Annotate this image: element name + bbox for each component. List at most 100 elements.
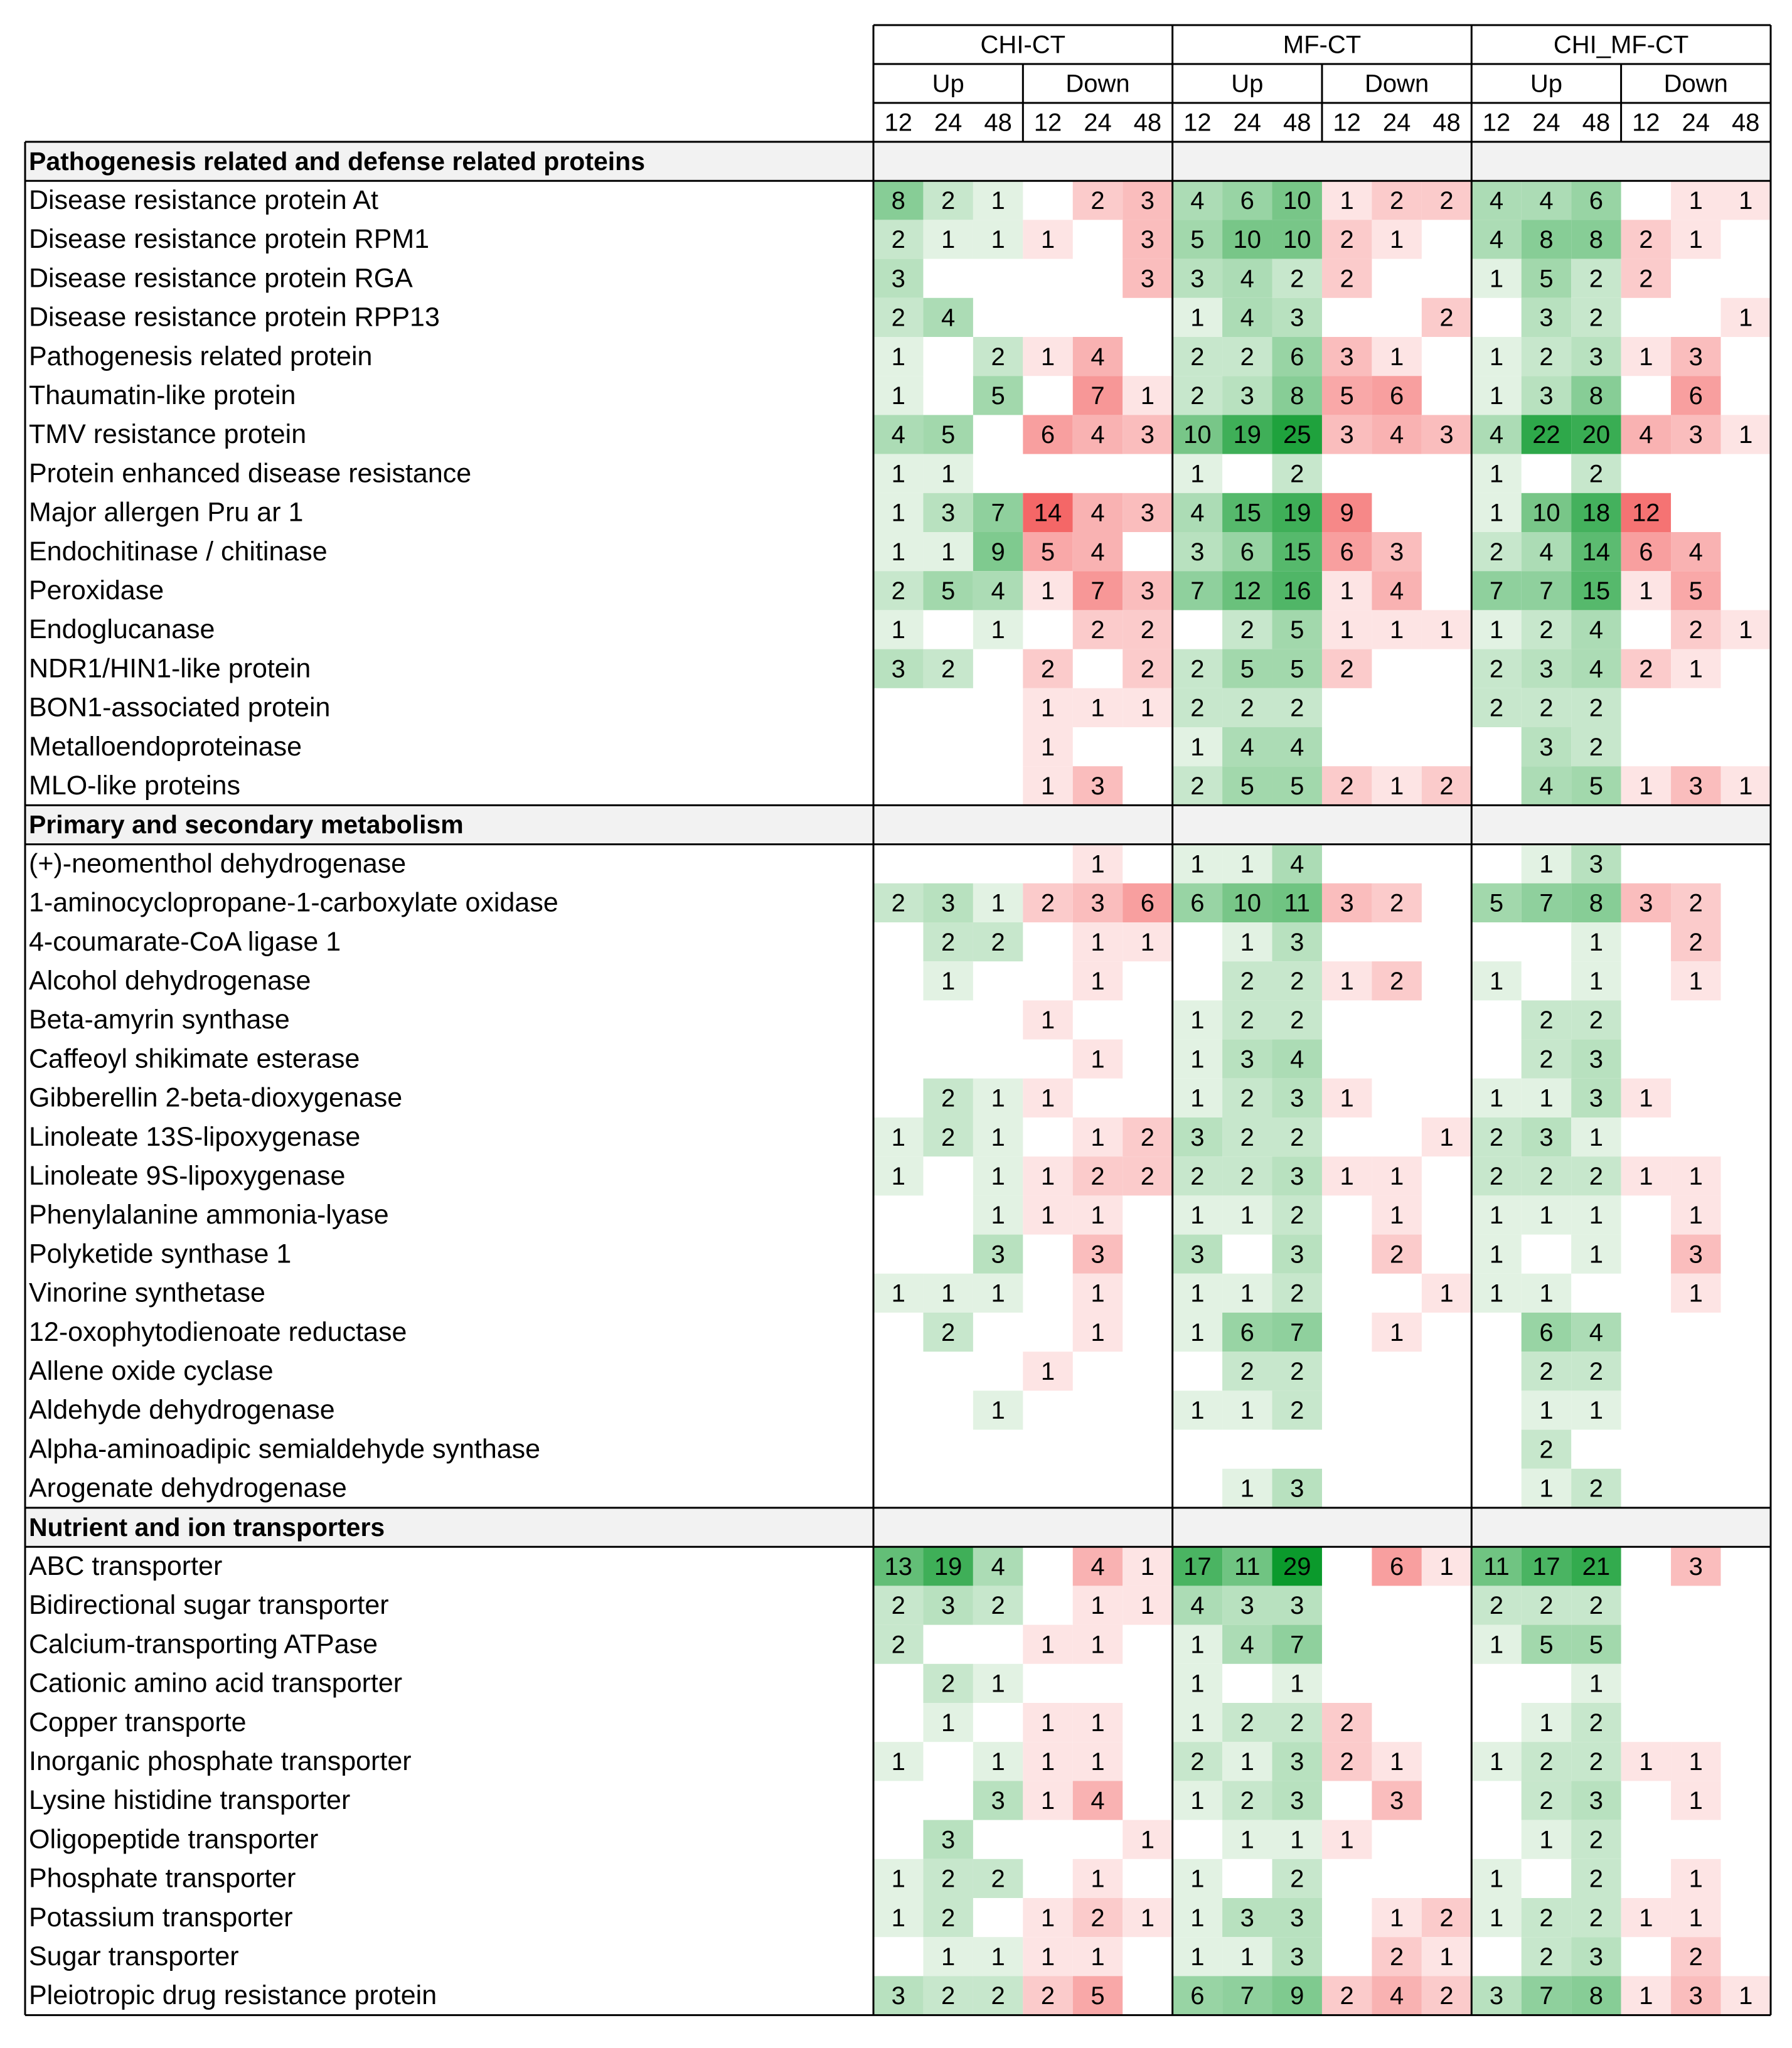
- heat-cell: [1471, 961, 1522, 1001]
- cell-value: 2: [941, 929, 955, 956]
- cell-value: 2: [1589, 1904, 1603, 1932]
- cell-value: 1: [1240, 929, 1254, 956]
- heat-cell: [1372, 1937, 1422, 1976]
- cell-value: 3: [1689, 421, 1703, 449]
- heat-cell: [1321, 493, 1372, 532]
- cell-value: 10: [1283, 226, 1311, 253]
- cell-value: 19: [1234, 421, 1262, 449]
- cell-value: 1: [1190, 733, 1204, 761]
- cell-value: 4: [1091, 538, 1104, 566]
- heat-cell: [1671, 532, 1721, 572]
- heat-cell: [1072, 1742, 1123, 1781]
- cell-value: 3: [1141, 187, 1155, 215]
- heat-cell: [1272, 376, 1322, 415]
- heat-cell: [1471, 1586, 1522, 1625]
- row-label: Beta-amyrin synthase: [29, 1005, 290, 1035]
- heat-cell: [873, 376, 924, 415]
- heat-cell: [873, 1586, 924, 1625]
- heat-cell: [1571, 532, 1621, 572]
- heat-cell: [1471, 1742, 1522, 1781]
- heat-cell: [923, 1273, 973, 1313]
- cell-value: 4: [1240, 733, 1254, 761]
- row-label: Phosphate transporter: [29, 1864, 296, 1894]
- heat-cell: [1521, 1586, 1572, 1625]
- cell-value: 4: [1639, 421, 1653, 449]
- cell-value: 2: [1589, 1826, 1603, 1853]
- cell-value: 1: [991, 226, 1005, 253]
- heat-cell: [1072, 1039, 1123, 1079]
- heat-cell: [1372, 220, 1422, 259]
- cell-value: 1: [892, 343, 905, 371]
- cell-value: 2: [1340, 1748, 1354, 1776]
- time-label: 24: [1383, 109, 1411, 137]
- row-label: 4-coumarate-CoA ligase 1: [29, 927, 341, 957]
- heat-cell: [1521, 1000, 1572, 1040]
- cell-value: 1: [892, 460, 905, 488]
- row-label: Alpha-aminoadipic semialdehyde synthase: [29, 1434, 540, 1464]
- heat-cell: [1222, 376, 1272, 415]
- cell-value: 10: [1183, 421, 1212, 449]
- heat-cell: [1222, 1313, 1272, 1352]
- heat-cell: [1571, 1976, 1621, 2015]
- cell-value: 4: [1539, 538, 1553, 566]
- heat-cell: [1471, 1976, 1522, 2015]
- cell-value: 1: [1639, 1982, 1653, 2010]
- heat-cell: [1172, 883, 1223, 922]
- cell-value: 5: [1041, 538, 1055, 566]
- cell-value: 1: [1190, 1904, 1204, 1932]
- heat-cell: [873, 1547, 924, 1586]
- heat-cell: [1222, 220, 1272, 259]
- cell-value: 2: [1689, 929, 1703, 956]
- cell-value: 1: [1739, 304, 1752, 332]
- heat-cell: [1123, 259, 1173, 298]
- heat-cell: [923, 181, 973, 220]
- heat-cell: [1471, 337, 1522, 376]
- direction-label: Up: [932, 70, 964, 98]
- cell-value: 2: [1290, 968, 1304, 995]
- row-label: Pathogenesis related protein: [29, 341, 372, 371]
- cell-value: 1: [991, 1280, 1005, 1308]
- cell-value: 4: [1091, 421, 1104, 449]
- heat-cell: [1222, 1781, 1272, 1820]
- heat-cell: [1671, 766, 1721, 806]
- heat-cell: [1521, 883, 1572, 922]
- heat-cell: [1621, 337, 1672, 376]
- cell-value: 2: [1539, 695, 1553, 722]
- cell-value: 1: [1639, 1748, 1653, 1776]
- cell-value: 10: [1234, 226, 1262, 253]
- cell-value: 2: [892, 1631, 905, 1658]
- heat-cell: [1372, 181, 1422, 220]
- cell-value: 1: [1091, 850, 1104, 878]
- heat-cell: [1072, 610, 1123, 649]
- heat-cell: [1421, 1976, 1472, 2015]
- cell-value: 8: [892, 187, 905, 215]
- cell-value: 1: [1041, 343, 1055, 371]
- cell-value: 1: [1639, 772, 1653, 800]
- heat-cell: [1671, 181, 1721, 220]
- heat-cell: [1272, 493, 1322, 532]
- heat-cell: [873, 1898, 924, 1938]
- heat-cell: [1421, 610, 1472, 649]
- cell-value: 1: [1439, 616, 1453, 644]
- heat-cell: [1372, 1313, 1422, 1352]
- heat-cell: [1172, 532, 1223, 572]
- cell-value: 4: [1091, 499, 1104, 527]
- heat-cell: [923, 1547, 973, 1586]
- cell-value: 1: [941, 1943, 955, 1971]
- heat-cell: [1471, 493, 1522, 532]
- heat-cell: [1272, 259, 1322, 298]
- cell-value: 1: [1290, 1670, 1304, 1698]
- heat-cell: [1571, 571, 1621, 611]
- cell-value: 3: [1539, 382, 1553, 410]
- cell-value: 4: [1290, 850, 1304, 878]
- cell-value: 3: [1689, 772, 1703, 800]
- heat-cell: [923, 454, 973, 493]
- heat-cell: [1272, 337, 1322, 376]
- heat-cell: [1521, 1820, 1572, 1859]
- heat-cell: [1023, 220, 1073, 259]
- cell-value: 2: [1589, 1748, 1603, 1776]
- heat-cell: [1272, 1352, 1322, 1391]
- heat-cell: [873, 181, 924, 220]
- heat-cell: [1321, 181, 1372, 220]
- heat-cell: [1521, 1937, 1572, 1976]
